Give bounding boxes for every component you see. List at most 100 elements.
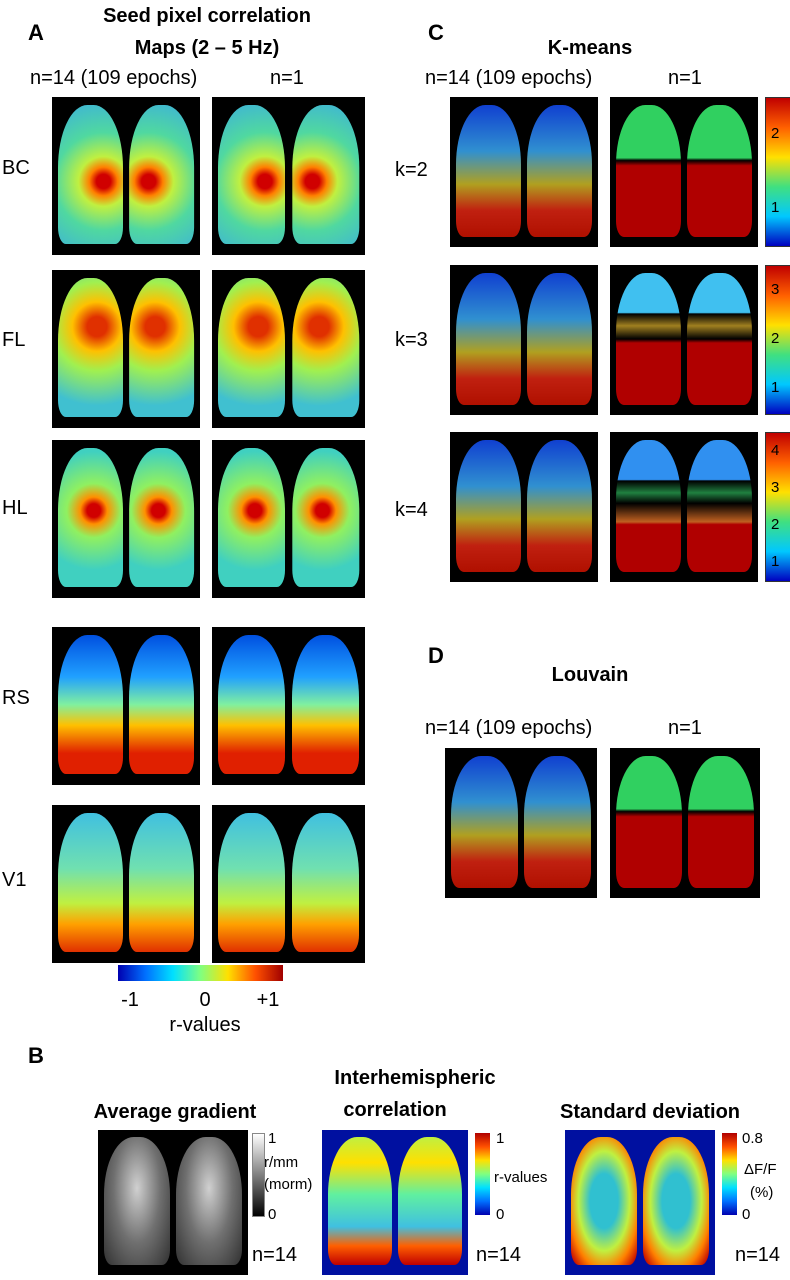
hemisphere [128, 634, 195, 774]
colorbar-label: r-values [494, 1169, 548, 1186]
colorbar [118, 965, 283, 981]
hemisphere [455, 272, 522, 405]
colorbar-tick: 2 [771, 125, 780, 142]
hemisphere [397, 1137, 463, 1265]
hemisphere [176, 1137, 242, 1265]
colorbar [765, 432, 790, 582]
brain-map [52, 627, 200, 785]
hemisphere [57, 277, 124, 417]
colorbar-tick: 0 [496, 1206, 505, 1223]
hemisphere [455, 104, 522, 237]
hemisphere [526, 272, 593, 405]
panel-title: Louvain [551, 664, 629, 686]
colorbar-tick: +1 [256, 989, 280, 1011]
brain-map [610, 265, 758, 415]
brain-map [450, 265, 598, 415]
panel-title: correlation [343, 1099, 447, 1121]
panel-title: Interhemispheric [334, 1067, 496, 1089]
colorbar-tick: 2 [771, 515, 780, 533]
colorbar-tick: 2 [771, 330, 780, 347]
brain-map [322, 1130, 468, 1275]
colorbar-tick: 3 [771, 478, 780, 496]
brain-map [565, 1130, 715, 1275]
hemisphere [218, 277, 286, 417]
colorbar [765, 265, 790, 415]
colorbar-label: ΔF/F [744, 1161, 777, 1178]
colorbar [252, 1133, 265, 1217]
hemisphere [128, 277, 195, 417]
row-label: k=3 [395, 329, 428, 351]
brain-map [610, 748, 760, 898]
hemisphere [104, 1137, 170, 1265]
hemisphere [643, 1137, 709, 1265]
colorbar-label: (morm) [264, 1176, 313, 1193]
hemisphere [571, 1137, 637, 1265]
colorbar-tick: 0 [742, 1206, 751, 1223]
colorbar-tick: 1 [268, 1130, 277, 1147]
row-label: FL [2, 329, 26, 351]
brain-map [212, 440, 365, 598]
brain-map [450, 97, 598, 247]
brain-map [52, 97, 200, 255]
column-header: n=1 [270, 67, 304, 89]
column-header: n=1 [668, 67, 702, 89]
colorbar-tick: 1 [496, 1130, 505, 1147]
hemisphere [57, 634, 124, 774]
hemisphere [524, 755, 591, 888]
colorbar-label: r-values [169, 1014, 241, 1036]
row-label: k=2 [395, 159, 428, 181]
colorbar [722, 1133, 737, 1215]
colorbar-tick: 1 [771, 379, 780, 397]
colorbar-tick: 0 [268, 1206, 277, 1223]
brain-map [450, 432, 598, 582]
colorbar-tick: 4 [771, 441, 780, 459]
hemisphere [218, 104, 286, 244]
hemisphere [688, 755, 754, 888]
hemisphere [615, 104, 682, 237]
hemisphere [57, 447, 124, 587]
brain-map [212, 270, 365, 428]
brain-map [610, 432, 758, 582]
colorbar-tick: 1 [771, 199, 780, 216]
brain-map [52, 805, 200, 963]
column-header: n=14 (109 epochs) [425, 717, 593, 739]
brain-map [610, 97, 758, 247]
sample-size: n=14 [476, 1244, 522, 1266]
brain-map [52, 440, 200, 598]
hemisphere [616, 755, 682, 888]
colorbar [765, 97, 790, 247]
panel-label: C [428, 20, 444, 45]
brain-map [98, 1130, 248, 1275]
colorbar-tick: 0.8 [742, 1130, 763, 1147]
panel-label: A [28, 20, 44, 45]
brain-map [52, 270, 200, 428]
hemisphere [615, 439, 682, 572]
row-label: HL [2, 497, 28, 519]
colorbar-tick: 1 [771, 552, 780, 570]
row-label: BC [2, 157, 30, 179]
panel-title: Maps (2 – 5 Hz) [134, 37, 280, 59]
hemisphere [57, 812, 124, 952]
column-header: n=14 (109 epochs) [425, 67, 593, 89]
hemisphere [218, 812, 286, 952]
hemisphere [291, 104, 359, 244]
hemisphere [128, 447, 195, 587]
hemisphere [327, 1137, 393, 1265]
panel-label: D [428, 643, 444, 668]
row-label: V1 [2, 869, 27, 891]
column-header: n=1 [668, 717, 702, 739]
hemisphere [526, 439, 593, 572]
colorbar-label: (%) [750, 1184, 774, 1201]
colorbar-tick: -1 [121, 989, 139, 1011]
hemisphere [686, 439, 753, 572]
panel-title: Standard deviation [559, 1101, 741, 1123]
hemisphere [57, 104, 124, 244]
hemisphere [128, 812, 195, 952]
brain-map [212, 805, 365, 963]
colorbar-tick: 3 [771, 280, 780, 298]
hemisphere [615, 272, 682, 405]
row-label: k=4 [395, 499, 428, 521]
hemisphere [455, 439, 522, 572]
hemisphere [526, 104, 593, 237]
